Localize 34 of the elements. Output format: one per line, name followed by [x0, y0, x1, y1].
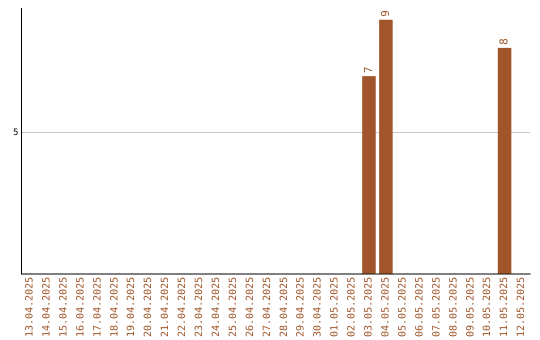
x-tick-label: 10.05.2025 [482, 276, 494, 338]
x-tick-label: 20.04.2025 [143, 276, 154, 338]
y-tick-label: 5 [12, 128, 18, 138]
x-tick-label: 22.04.2025 [177, 276, 188, 338]
x-tick-label: 25.04.2025 [228, 276, 239, 338]
x-tick-label: 14.04.2025 [41, 276, 52, 338]
data-label: 8 [497, 38, 510, 45]
data-label: 9 [378, 10, 392, 17]
x-tick-label: 17.04.2025 [92, 276, 104, 338]
x-tick-label: 27.04.2025 [262, 276, 273, 338]
x-tick-label: 08.05.2025 [448, 276, 460, 338]
x-tick-label: 12.05.2025 [516, 276, 528, 338]
x-tick-label: 26.04.2025 [244, 276, 256, 338]
x-tick-label: 24.04.2025 [210, 276, 222, 338]
data-label: 7 [362, 66, 375, 74]
x-tick-label: 29.04.2025 [296, 276, 307, 338]
x-tick-label: 18.04.2025 [109, 276, 120, 338]
x-tick-label: 03.05.2025 [364, 276, 375, 338]
x-tick-label: 16.04.2025 [75, 276, 86, 338]
x-tick-label: 13.04.2025 [24, 276, 36, 338]
x-tick-label: 09.05.2025 [465, 276, 476, 338]
x-tick-label: 06.05.2025 [414, 276, 426, 338]
x-tick-label: 04.05.2025 [380, 276, 392, 338]
x-tick-label: 01.05.2025 [330, 276, 341, 338]
x-tick-label: 07.05.2025 [431, 276, 442, 338]
x-tick-label: 05.05.2025 [397, 276, 408, 338]
x-tick-label: 30.04.2025 [312, 276, 324, 338]
x-tick-label: 02.05.2025 [346, 276, 358, 338]
x-tick-label: 23.04.2025 [194, 276, 206, 338]
x-tick-label: 11.05.2025 [499, 276, 510, 338]
x-tick-label: 28.04.2025 [278, 276, 290, 338]
x-tick-label: 15.04.2025 [58, 276, 70, 338]
x-tick-label: 21.04.2025 [160, 276, 172, 338]
x-tick-label: 19.04.2025 [126, 276, 138, 338]
